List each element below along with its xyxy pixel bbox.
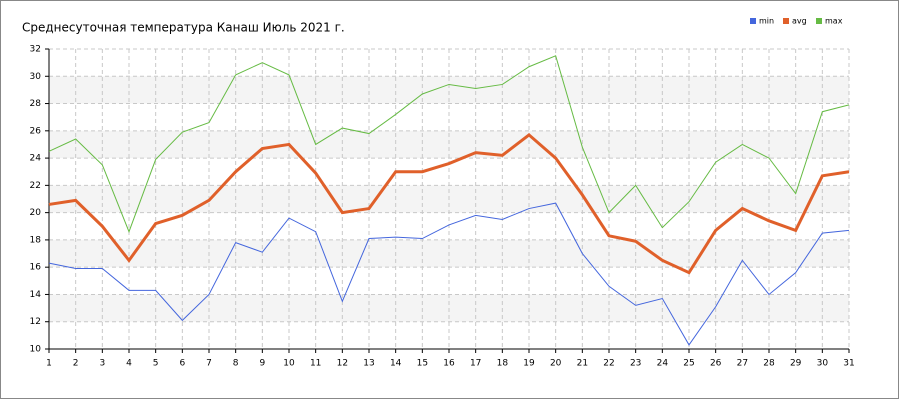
x-tick-label: 4: [126, 359, 132, 369]
x-tick-label: 30: [817, 359, 829, 369]
y-tick-label: 16: [30, 263, 42, 273]
x-tick-label: 5: [153, 359, 159, 369]
x-tick-label: 7: [206, 359, 212, 369]
legend-swatch: [783, 18, 789, 24]
x-tick-label: 19: [523, 359, 535, 369]
y-tick-label: 12: [30, 317, 41, 327]
y-tick-label: 30: [30, 72, 42, 82]
legend-label: min: [759, 17, 774, 26]
x-tick-label: 2: [73, 359, 79, 369]
y-tick-label: 14: [30, 290, 42, 300]
x-tick-label: 17: [470, 359, 481, 369]
legend-swatch: [816, 18, 822, 24]
y-tick-label: 18: [30, 235, 42, 245]
chart-title: Среднесуточная температура Канаш Июль 20…: [22, 21, 345, 35]
x-tick-label: 31: [843, 359, 854, 369]
x-tick-label: 28: [763, 359, 775, 369]
y-tick-label: 10: [30, 345, 42, 355]
y-tick-label: 26: [30, 126, 42, 136]
x-tick-label: 18: [497, 359, 509, 369]
series-line: [48, 55, 850, 234]
legend-swatch: [750, 18, 756, 24]
y-tick-label: 20: [30, 208, 42, 218]
x-tick-label: 11: [310, 359, 321, 369]
x-tick-label: 3: [99, 359, 105, 369]
x-tick-label: 14: [390, 359, 402, 369]
x-tick-label: 1: [46, 359, 52, 369]
x-tick-label: 8: [233, 359, 239, 369]
x-tick-label: 10: [283, 359, 295, 369]
x-tick-label: 26: [710, 359, 722, 369]
y-tick-label: 24: [30, 154, 42, 164]
series-line: [48, 202, 850, 346]
x-tick-label: 16: [443, 359, 455, 369]
x-tick-label: 12: [337, 359, 348, 369]
x-tick-label: 24: [657, 359, 669, 369]
x-tick-label: 21: [577, 359, 588, 369]
legend-label: avg: [792, 17, 807, 26]
x-tick-label: 22: [603, 359, 614, 369]
x-tick-label: 9: [259, 359, 265, 369]
x-tick-label: 6: [179, 359, 185, 369]
y-tick-label: 22: [30, 181, 41, 191]
x-tick-label: 25: [683, 359, 694, 369]
x-tick-label: 29: [790, 359, 802, 369]
y-tick-label: 32: [30, 45, 41, 55]
x-tick-label: 20: [550, 359, 562, 369]
legend-label: max: [825, 17, 843, 26]
x-tick-label: 23: [630, 359, 641, 369]
x-tick-label: 27: [737, 359, 748, 369]
y-tick-label: 28: [30, 99, 42, 109]
x-tick-label: 13: [363, 359, 374, 369]
x-tick-label: 15: [417, 359, 428, 369]
series-line: [48, 132, 850, 275]
